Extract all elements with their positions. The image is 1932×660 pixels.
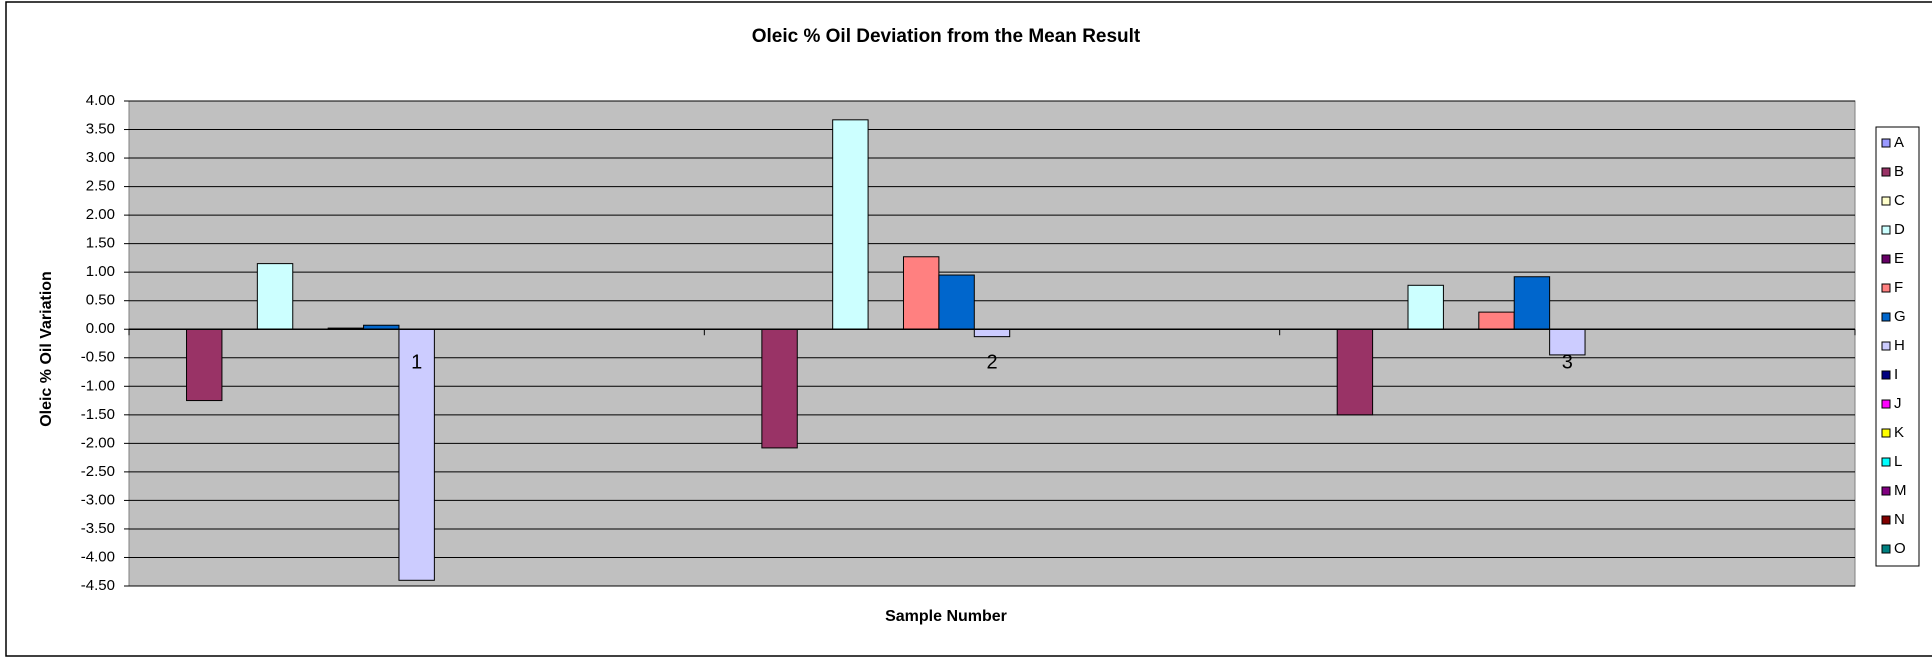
bar: [1336, 328, 1374, 416]
y-tick-label: -1.50: [81, 406, 115, 423]
legend-label: A: [1894, 134, 1904, 151]
legend-swatch: [1881, 457, 1891, 467]
bar: [1549, 328, 1586, 356]
legend-swatch: [1881, 283, 1891, 293]
y-tick-label: -4.00: [81, 548, 115, 565]
chart-title: Oleic % Oil Deviation from the Mean Resu…: [752, 26, 1141, 47]
legend-swatch: [1881, 486, 1891, 496]
y-tick-label: -4.50: [81, 577, 115, 594]
legend-swatch: [1881, 138, 1891, 148]
x-tick-label: 2: [986, 352, 997, 374]
legend-label: I: [1894, 366, 1898, 383]
y-tick-label: 3.00: [86, 149, 115, 166]
legend-label: N: [1894, 511, 1905, 528]
legend-label: C: [1894, 192, 1905, 209]
y-tick-label: 3.50: [86, 120, 115, 137]
y-tick-label: 2.50: [86, 178, 115, 195]
y-tick-label: -3.00: [81, 491, 115, 508]
legend-label: J: [1894, 395, 1902, 412]
legend-label: H: [1894, 337, 1905, 354]
bar: [1407, 284, 1444, 330]
legend-label: M: [1894, 482, 1907, 499]
legend-swatch: [1881, 225, 1891, 235]
bar: [973, 328, 1011, 338]
legend-swatch: [1881, 399, 1891, 409]
y-axis-title: Oleic % Oil Variation: [38, 271, 55, 427]
legend-swatch: [1881, 544, 1891, 554]
legend-label: F: [1894, 279, 1903, 296]
legend-swatch: [1881, 196, 1891, 206]
bar: [186, 328, 223, 402]
y-tick-label: 2.00: [86, 206, 115, 223]
legend-label: B: [1894, 163, 1904, 180]
bar: [938, 274, 975, 330]
legend-label: D: [1894, 221, 1905, 238]
legend-swatch: [1881, 370, 1891, 380]
y-tick-label: 0.00: [86, 320, 115, 337]
y-tick-label: -0.50: [81, 349, 115, 366]
legend-label: K: [1894, 424, 1904, 441]
y-tick-label: -1.00: [81, 377, 115, 394]
y-tick-label: 4.00: [86, 92, 115, 109]
legend-swatch: [1881, 312, 1891, 322]
y-tick-label: 1.00: [86, 263, 115, 280]
legend-swatch: [1881, 428, 1891, 438]
plot-area: [128, 100, 1856, 587]
bar: [398, 328, 435, 581]
bar: [832, 119, 869, 330]
y-tick-label: 0.50: [86, 292, 115, 309]
y-tick-label: -2.00: [81, 434, 115, 451]
bar: [761, 328, 798, 449]
x-tick-label: 1: [411, 352, 422, 374]
bar: [902, 256, 940, 330]
legend-label: O: [1894, 540, 1906, 557]
legend-swatch: [1881, 254, 1891, 264]
y-tick-label: -3.50: [81, 520, 115, 537]
x-axis-title: Sample Number: [885, 608, 1007, 625]
legend-swatch: [1881, 167, 1891, 177]
legend-swatch: [1881, 515, 1891, 525]
legend-label: L: [1894, 453, 1902, 470]
y-tick-label: 1.50: [86, 235, 115, 252]
x-tick-label: 3: [1562, 352, 1573, 374]
bar: [1513, 276, 1551, 330]
legend-label: G: [1894, 308, 1906, 325]
bar: [1478, 311, 1515, 330]
bar: [256, 263, 294, 330]
legend-swatch: [1881, 341, 1891, 351]
y-tick-label: -2.50: [81, 463, 115, 480]
legend-label: E: [1894, 250, 1904, 267]
